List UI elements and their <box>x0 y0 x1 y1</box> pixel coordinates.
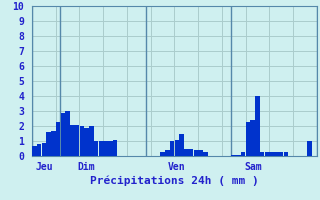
Bar <box>265 152 269 156</box>
Bar <box>308 141 312 156</box>
Bar <box>189 148 193 156</box>
Bar <box>194 150 198 156</box>
Bar <box>94 141 98 156</box>
Bar <box>89 126 93 156</box>
Bar <box>241 152 245 156</box>
Bar <box>165 150 170 156</box>
Bar <box>42 142 46 156</box>
Bar <box>60 112 65 156</box>
Bar <box>32 146 36 156</box>
Bar <box>251 120 255 156</box>
Bar <box>179 134 184 156</box>
Bar <box>75 124 79 156</box>
Bar <box>255 96 260 156</box>
Bar <box>56 121 60 156</box>
Bar <box>160 152 165 156</box>
Bar <box>46 132 51 156</box>
Bar <box>198 150 203 156</box>
Bar <box>113 140 117 156</box>
Bar <box>99 141 103 156</box>
Bar <box>260 152 264 156</box>
Bar <box>37 144 41 156</box>
Bar <box>246 121 250 156</box>
Bar <box>70 124 75 156</box>
X-axis label: Précipitations 24h ( mm ): Précipitations 24h ( mm ) <box>90 175 259 186</box>
Bar <box>103 141 108 156</box>
Bar <box>269 152 274 156</box>
Bar <box>203 152 207 156</box>
Bar <box>84 128 89 156</box>
Bar <box>170 141 174 156</box>
Bar <box>174 140 179 156</box>
Bar <box>236 154 241 156</box>
Bar <box>65 111 70 156</box>
Bar <box>279 152 284 156</box>
Bar <box>108 141 113 156</box>
Bar <box>51 130 56 156</box>
Bar <box>274 152 279 156</box>
Bar <box>231 154 236 156</box>
Bar <box>184 148 188 156</box>
Bar <box>80 126 84 156</box>
Bar <box>284 152 288 156</box>
